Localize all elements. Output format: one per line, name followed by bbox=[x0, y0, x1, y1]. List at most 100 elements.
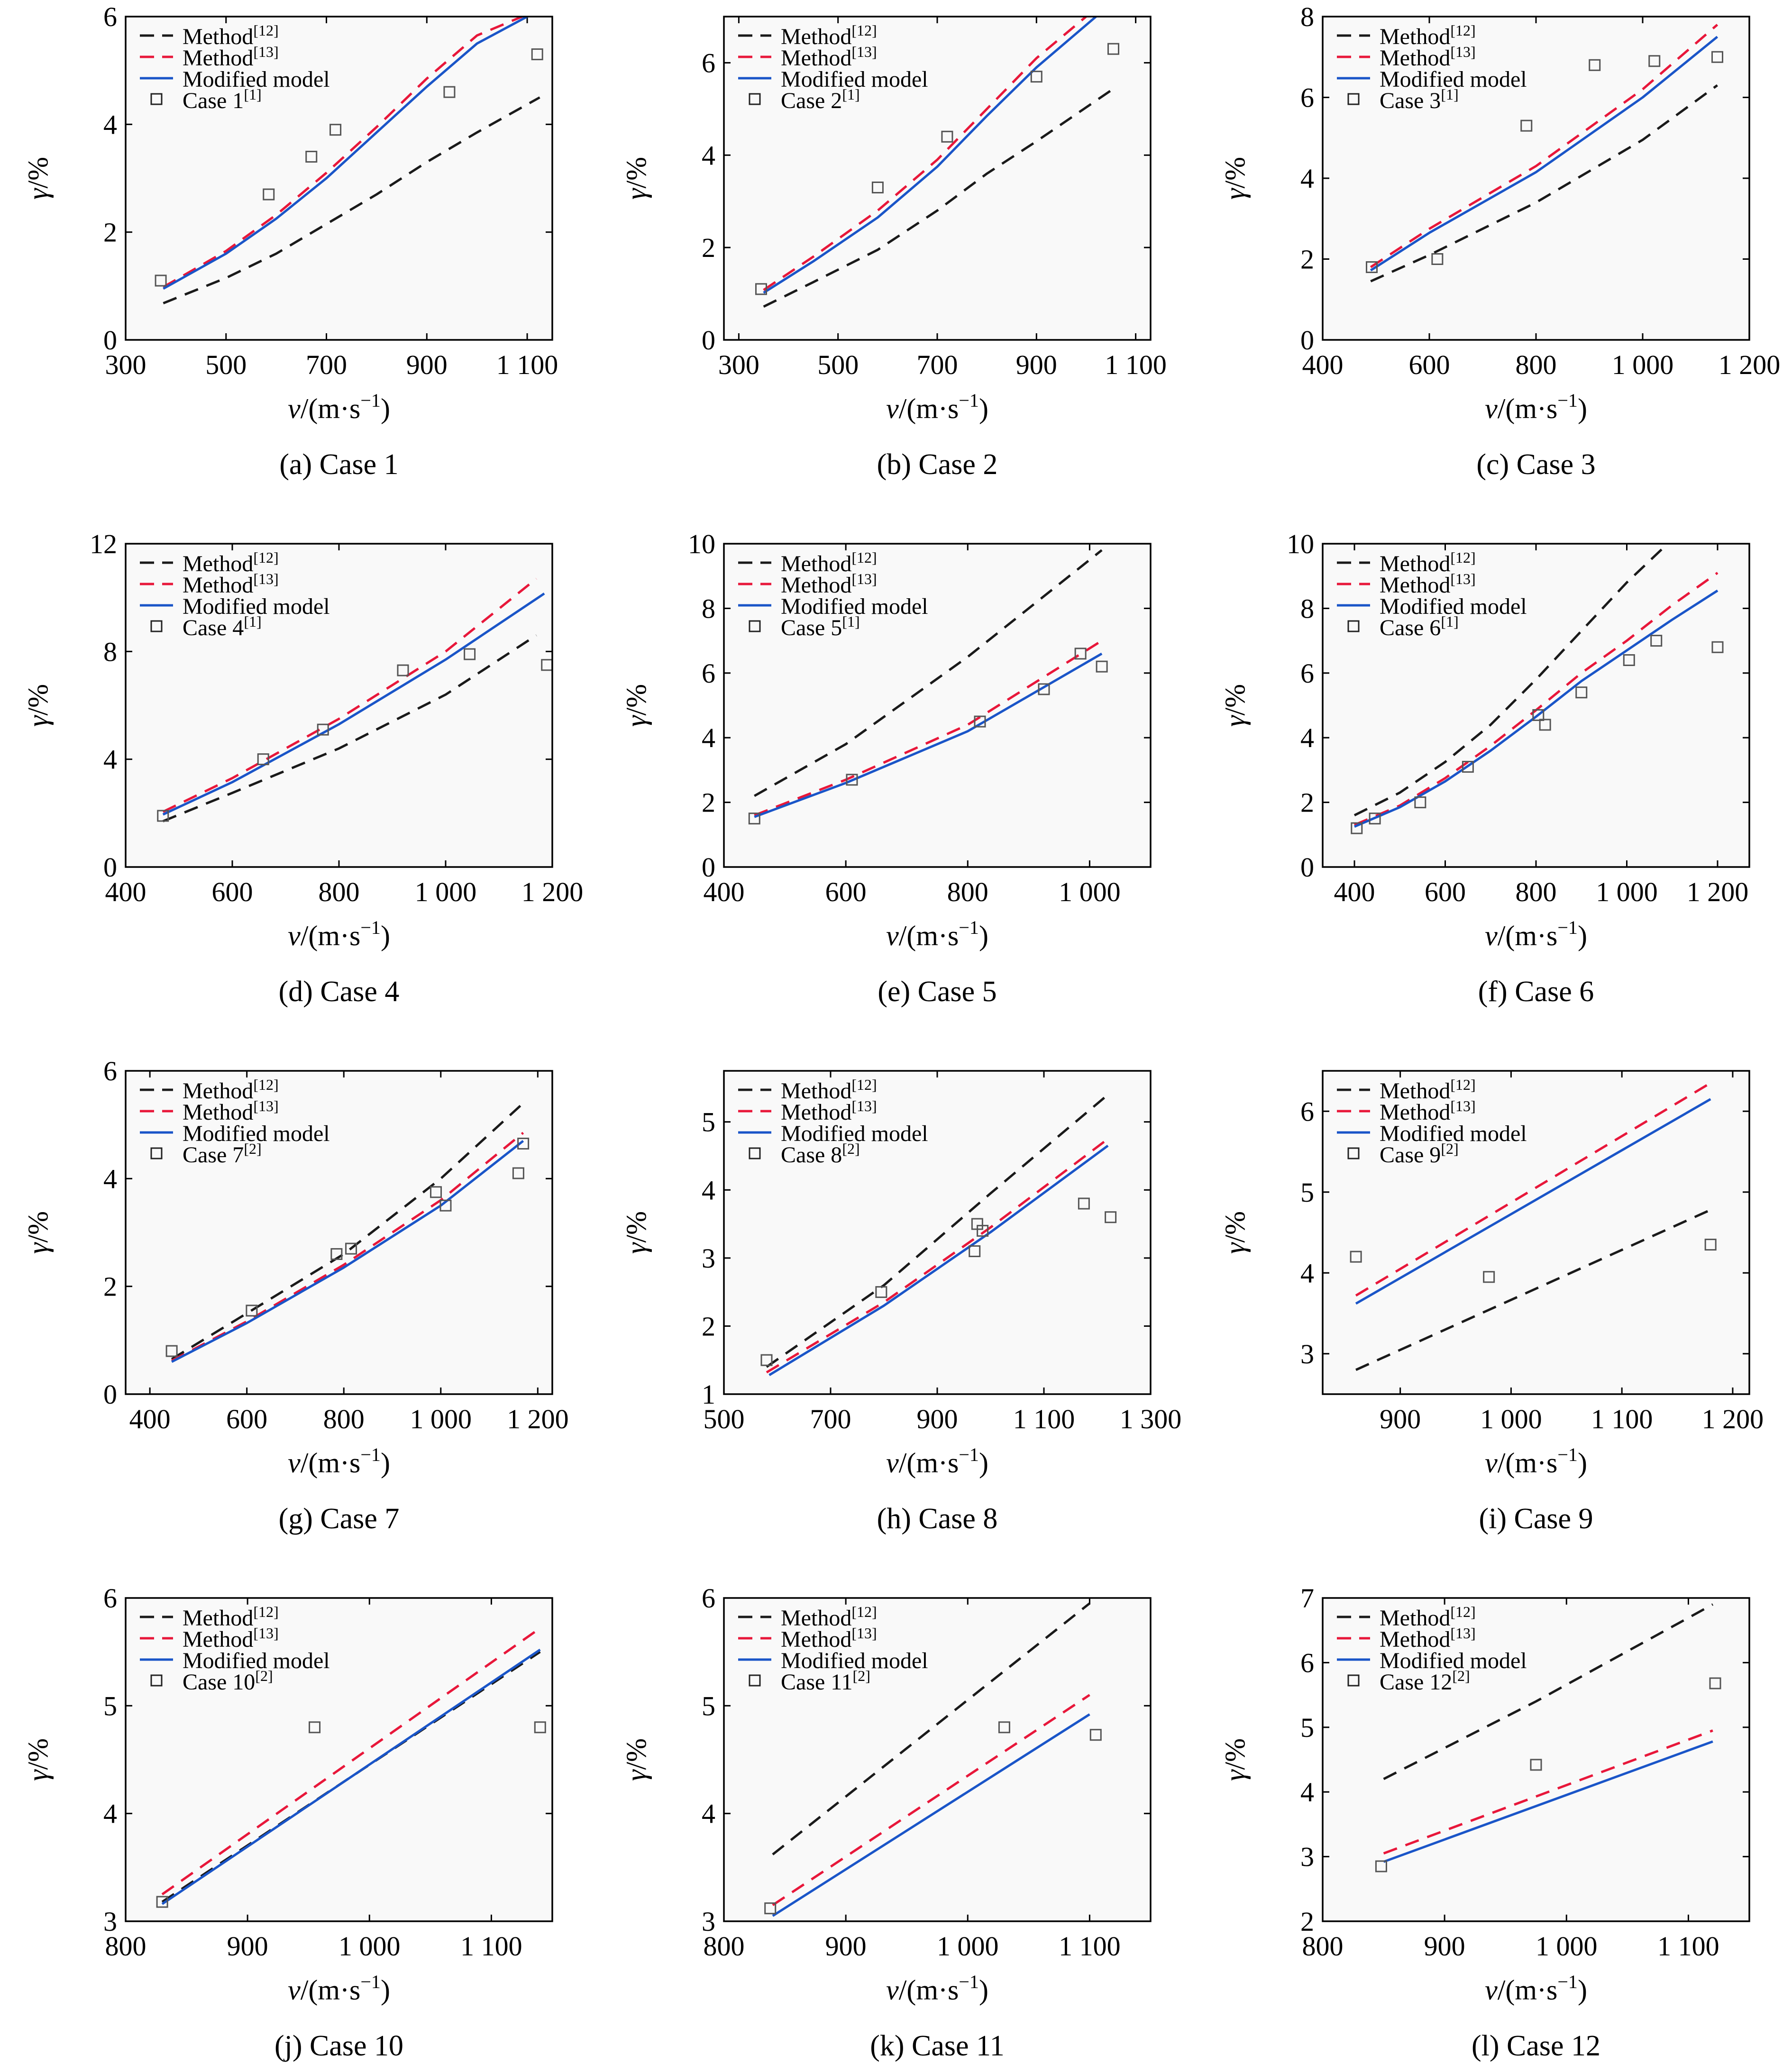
data-point bbox=[1375, 1860, 1387, 1872]
series-line-method12 bbox=[1355, 1209, 1711, 1371]
legend-case-text: Case 3 bbox=[1380, 88, 1441, 113]
legend-label-modified: Modified model bbox=[183, 1121, 330, 1146]
legend-label-ref: [12] bbox=[1450, 549, 1475, 566]
data-point bbox=[1704, 1239, 1717, 1251]
y-tick-label: 5 bbox=[1300, 1712, 1314, 1743]
legend-label-method12: Method[12] bbox=[1380, 1603, 1476, 1631]
x-axis-unit-close: ) bbox=[979, 393, 988, 424]
data-point bbox=[517, 1137, 530, 1150]
legend-label-ref: [13] bbox=[1450, 1625, 1475, 1642]
x-axis-unit: /(m·s bbox=[1498, 393, 1558, 424]
x-tick-label: 800 bbox=[1516, 349, 1557, 380]
legend-label-text: Modified model bbox=[781, 594, 928, 619]
legend-case-ref: [2] bbox=[244, 1140, 261, 1157]
plot-frame bbox=[125, 1597, 553, 1922]
series-line-modified bbox=[171, 1140, 524, 1363]
chart-panel: 400 600 800 1 000 1 20002468Method[12]Method… bbox=[1219, 1, 1780, 481]
x-axis-unit: /(m·s bbox=[1498, 920, 1558, 951]
legend-label-text: Modified model bbox=[1380, 594, 1527, 619]
x-tick-label: 1 100 bbox=[1591, 1404, 1653, 1434]
data-point bbox=[1575, 686, 1588, 699]
legend-label-case: Case 1[1] bbox=[183, 86, 262, 113]
legend-label-method13: Method[13] bbox=[781, 570, 877, 598]
x-tick-label: 1 200 bbox=[1719, 349, 1781, 380]
series-group bbox=[165, 1102, 530, 1363]
legend-case-text: Case 1 bbox=[183, 88, 244, 113]
x-tick-label: 800 bbox=[947, 876, 988, 907]
legend-label-case: Case 2[1] bbox=[781, 86, 860, 113]
series-line-method13 bbox=[772, 1694, 1090, 1906]
data-point bbox=[1711, 51, 1723, 63]
x-tick-label: 400 bbox=[704, 876, 745, 907]
legend-label-case: Case 11[2] bbox=[781, 1667, 870, 1695]
y-tick-label: 6 bbox=[1300, 658, 1314, 689]
y-tick-label: 4 bbox=[702, 722, 715, 753]
series-line-modified bbox=[1370, 36, 1719, 272]
x-axis-exponent: −1 bbox=[959, 917, 979, 938]
y-tick-label: 5 bbox=[702, 1107, 715, 1138]
data-point bbox=[345, 1242, 357, 1255]
series-group bbox=[1351, 544, 1724, 834]
legend-label-method12: Method[12] bbox=[781, 1076, 877, 1104]
legend-label-method12: Method[12] bbox=[781, 1603, 877, 1631]
data-point bbox=[1107, 43, 1120, 55]
legend-label-ref: [12] bbox=[851, 1603, 877, 1620]
legend-label-text: Method bbox=[183, 573, 253, 598]
legend-swatch-case bbox=[1347, 1147, 1360, 1159]
chart-caption: (h) Case 8 bbox=[877, 1503, 998, 1535]
x-tick-label: 300 bbox=[105, 349, 146, 380]
x-tick-label: 1 100 bbox=[460, 1931, 522, 1962]
legend-case-ref: [1] bbox=[842, 613, 859, 630]
y-tick-label: 3 bbox=[1300, 1842, 1314, 1872]
x-axis-label: v/(m·s−1) bbox=[1485, 1444, 1587, 1479]
data-point bbox=[1589, 59, 1601, 71]
x-tick-label: 700 bbox=[810, 1404, 851, 1434]
legend-label-method12: Method[12] bbox=[781, 549, 877, 576]
legend-case-text: Case 10 bbox=[183, 1670, 255, 1695]
data-point bbox=[156, 1896, 168, 1908]
legend-label-modified: Modified model bbox=[781, 1648, 928, 1673]
data-point bbox=[760, 1354, 773, 1366]
legend-case-ref: [1] bbox=[244, 613, 261, 630]
x-axis-unit-close: ) bbox=[1578, 393, 1587, 424]
chart-caption: (j) Case 10 bbox=[274, 2030, 403, 2062]
series-group bbox=[755, 17, 1120, 308]
legend-label-text: Method bbox=[183, 1100, 253, 1125]
data-point bbox=[846, 774, 858, 786]
x-axis-unit-close: ) bbox=[381, 1447, 390, 1479]
y-tick-label: 10 bbox=[1287, 529, 1314, 559]
y-axis-label: γ/% bbox=[22, 1211, 54, 1254]
legend-case-ref: [2] bbox=[1452, 1667, 1470, 1684]
x-axis-unit-close: ) bbox=[1578, 1447, 1587, 1479]
y-axis-unit: /% bbox=[621, 1738, 652, 1770]
legend-label-method13: Method[13] bbox=[1380, 1625, 1476, 1652]
y-tick-label: 6 bbox=[103, 1583, 117, 1614]
x-tick-label: 800 bbox=[323, 1404, 365, 1434]
x-tick-label: 800 bbox=[319, 876, 360, 907]
x-axis-label: v/(m·s−1) bbox=[288, 917, 390, 951]
series-line-modified bbox=[763, 17, 1097, 294]
chart-panel: 400 600 800 1 000 1 20004812Method[12]Method… bbox=[22, 529, 583, 1008]
data-point bbox=[871, 181, 884, 193]
y-axis-label: γ/% bbox=[621, 684, 652, 727]
x-axis-label: v/(m·s−1) bbox=[288, 1971, 390, 2006]
x-tick-label: 900 bbox=[406, 349, 448, 380]
data-point bbox=[1483, 1271, 1495, 1283]
legend-label-modified: Modified model bbox=[183, 67, 330, 92]
x-tick-label: 900 bbox=[1016, 349, 1057, 380]
legend-label-text: Method bbox=[1380, 1100, 1450, 1125]
legend-case-text: Case 6 bbox=[1380, 615, 1441, 640]
legend-label-text: Modified model bbox=[183, 1121, 330, 1146]
y-axis-label: γ/% bbox=[1219, 157, 1251, 200]
data-point bbox=[1650, 635, 1663, 647]
plot-frame bbox=[1322, 16, 1750, 341]
legend-label-text: Modified model bbox=[781, 1648, 928, 1673]
x-axis-label: v/(m·s−1) bbox=[1485, 390, 1587, 424]
x-tick-label: 900 bbox=[825, 1931, 867, 1962]
legend-swatch-case bbox=[1347, 620, 1360, 632]
data-point bbox=[155, 274, 167, 287]
data-point bbox=[263, 188, 275, 201]
legend-label-method13: Method[13] bbox=[183, 1625, 279, 1652]
y-tick-label: 3 bbox=[1300, 1339, 1314, 1369]
